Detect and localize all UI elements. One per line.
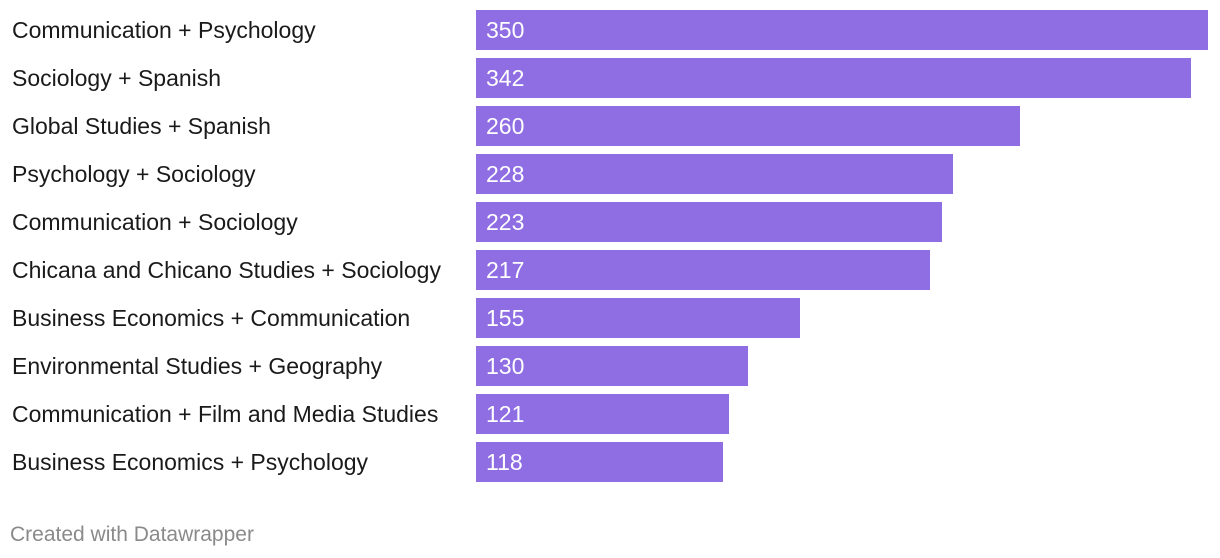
bar[interactable] [476, 394, 729, 434]
bar[interactable] [476, 58, 1191, 98]
category-label: Communication + Sociology [12, 209, 298, 235]
bar-value-label: 350 [486, 17, 525, 43]
category-label: Chicana and Chicano Studies + Sociology [12, 257, 441, 283]
bar-value-label: 121 [486, 401, 525, 427]
category-label: Business Economics + Psychology [12, 449, 369, 475]
category-label: Psychology + Sociology [12, 161, 256, 187]
category-label: Environmental Studies + Geography [12, 353, 383, 379]
bar-value-label: 155 [486, 305, 525, 331]
bar[interactable] [476, 346, 748, 386]
bar-value-label: 342 [486, 65, 525, 91]
bar-value-label: 260 [486, 113, 525, 139]
bar[interactable] [476, 154, 953, 194]
bar-chart: Communication + Psychology 350 Sociology +… [12, 10, 1208, 482]
category-label: Sociology + Spanish [12, 65, 222, 91]
category-label: Communication + Film and Media Studies [12, 401, 439, 427]
bar[interactable] [476, 298, 800, 338]
bar[interactable] [476, 250, 930, 290]
bar-value-label: 118 [486, 449, 523, 475]
category-label: Business Economics + Communication [12, 305, 411, 331]
bar-value-label: 228 [486, 161, 525, 187]
bar[interactable] [476, 106, 1020, 146]
datawrapper-credit[interactable]: Created with Datawrapper [10, 523, 254, 546]
bar[interactable] [476, 442, 723, 482]
bar-value-label: 130 [486, 353, 525, 379]
bar[interactable] [476, 10, 1208, 50]
category-label: Global Studies + Spanish [12, 113, 271, 139]
bar-value-label: 223 [486, 209, 525, 235]
bar-value-label: 217 [486, 257, 525, 283]
bar[interactable] [476, 202, 942, 242]
category-label: Communication + Psychology [12, 17, 316, 43]
